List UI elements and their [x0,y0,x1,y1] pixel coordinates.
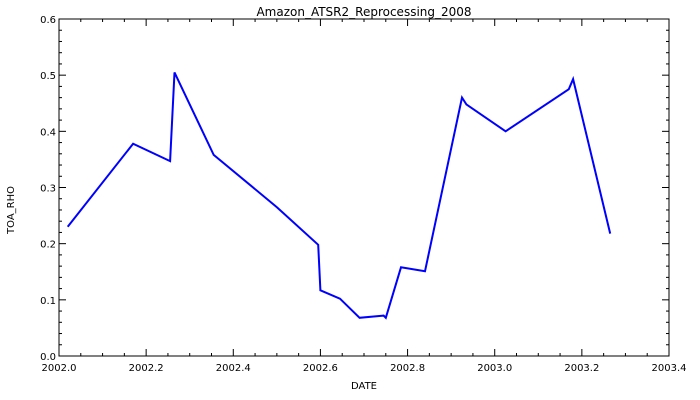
y-tick-label: 0.1 [40,296,56,307]
x-tick-label: 2002.2 [129,363,164,374]
y-tick-label: 0.0 [40,352,56,363]
x-tick-label: 2003.4 [652,363,687,374]
y-tick-label: 0.4 [40,127,56,138]
y-tick-label: 0.3 [40,184,56,195]
y-axis: 0.0 0.1 0.2 0.3 0.4 0.5 0.6 [40,15,669,363]
data-series-line [66,71,612,320]
x-tick-label: 2003.2 [564,363,599,374]
x-tick-label: 2002.4 [216,363,251,374]
x-tick-label: 2002.6 [303,363,338,374]
x-tick-label: 2002.0 [42,363,77,374]
chart-title: Amazon_ATSR2_Reprocessing_2008 [256,5,471,19]
x-tick-label: 2003.0 [477,363,512,374]
y-axis-label: TOA_RHO [6,186,17,235]
x-axis-label: DATE [351,381,377,392]
y-tick-label: 0.5 [40,71,56,82]
x-tick-label: 2002.8 [390,363,425,374]
y-tick-label: 0.6 [40,15,56,26]
x-axis: 2002.0 2002.2 2002.4 2002.6 2002.8 2003.0 2003… [42,19,687,374]
y-tick-label: 0.2 [40,240,56,251]
plot-frame [58,18,670,357]
